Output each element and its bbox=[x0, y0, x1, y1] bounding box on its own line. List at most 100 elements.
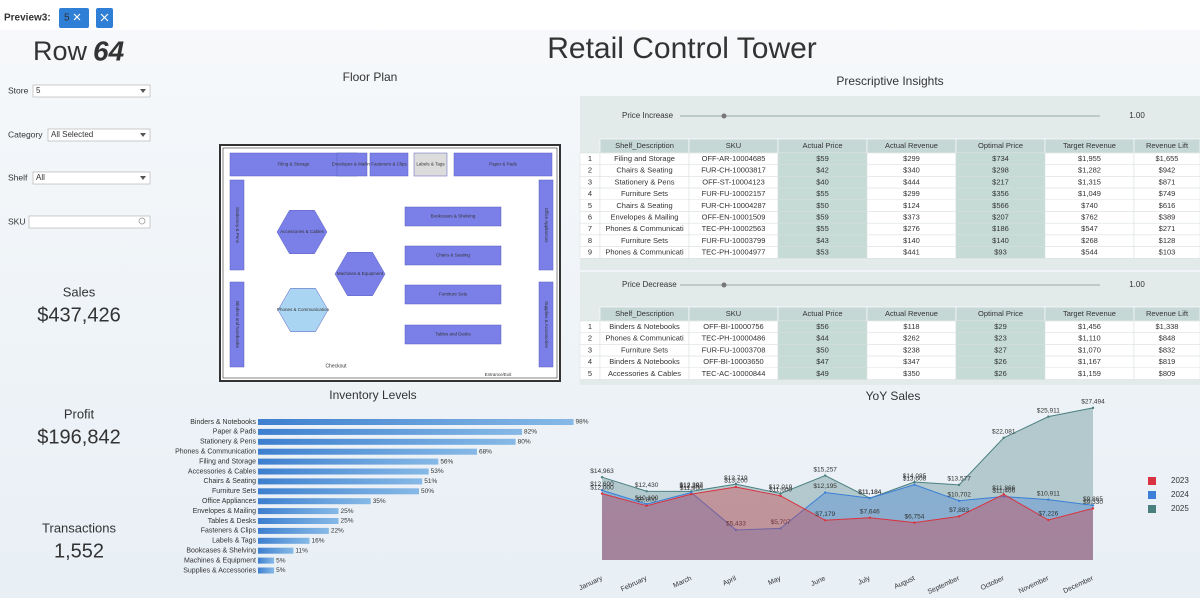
table-cell-text: $1,338 bbox=[1156, 322, 1179, 331]
table-cell-text: 1 bbox=[588, 322, 592, 331]
floor-zone-label: Binders and Notebooks bbox=[235, 301, 240, 349]
point bbox=[957, 515, 961, 518]
table-cell-text: $53 bbox=[816, 248, 829, 257]
filter-value: All Selected bbox=[51, 130, 93, 139]
data-label: 51% bbox=[424, 478, 437, 485]
preview-chip-value: 5 bbox=[64, 13, 70, 24]
floor-zone[interactable] bbox=[229, 281, 245, 368]
data-label: 25% bbox=[341, 508, 354, 515]
table-cell-text: $55 bbox=[816, 189, 829, 198]
point bbox=[734, 482, 738, 486]
table-cell-text: FUR-CH-10003817 bbox=[701, 166, 766, 175]
point bbox=[779, 494, 782, 498]
floor-zone[interactable] bbox=[413, 152, 448, 177]
x-tick-label: July bbox=[857, 575, 872, 587]
table-cell-text: $871 bbox=[1159, 177, 1176, 186]
floor-zone[interactable] bbox=[369, 152, 409, 177]
slider-knob[interactable] bbox=[721, 113, 727, 119]
data-label: $7,883 bbox=[949, 507, 969, 514]
bar bbox=[258, 488, 419, 495]
filter-input[interactable] bbox=[32, 171, 151, 185]
floor-zone[interactable] bbox=[404, 206, 502, 227]
table-cell-text: TEC-PH-10002563 bbox=[702, 224, 766, 233]
floor-zone-label: Labels & Tags bbox=[416, 162, 445, 167]
floor-zone[interactable] bbox=[276, 210, 328, 254]
data-label: $14,085 bbox=[903, 473, 927, 480]
table-cell-text: OFF-EN-10001509 bbox=[702, 212, 766, 221]
filter-input[interactable] bbox=[32, 84, 151, 98]
table-cell-text: Filing and Storage bbox=[614, 154, 675, 163]
dashboard-title: Retail Control Tower bbox=[547, 32, 817, 65]
table-cell-text: $1,456 bbox=[1078, 322, 1101, 331]
point bbox=[600, 476, 604, 479]
point bbox=[957, 499, 961, 502]
legend-label: 2023 bbox=[1171, 476, 1189, 485]
column-header-label: Actual Revenue bbox=[885, 141, 938, 150]
column-header-label: Actual Price bbox=[802, 309, 842, 318]
table-cell-text: $299 bbox=[903, 154, 920, 163]
table-cell-text: Phones & Communicati bbox=[605, 334, 684, 343]
floor-zone[interactable] bbox=[336, 152, 368, 177]
floor-zone[interactable] bbox=[538, 179, 554, 271]
point bbox=[1047, 498, 1050, 501]
column-header-label: SKU bbox=[726, 309, 741, 318]
line bbox=[601, 486, 1094, 524]
filter-input[interactable] bbox=[47, 128, 151, 142]
table-cell-text: FUR-FU-10002157 bbox=[702, 189, 766, 198]
data-label: 80% bbox=[518, 439, 531, 446]
column-header-label: Optimal Price bbox=[978, 309, 1023, 318]
table-cell-text: $299 bbox=[903, 189, 920, 198]
point bbox=[823, 519, 827, 522]
table-cell-text: $118 bbox=[903, 322, 919, 331]
table-cell-text: $832 bbox=[1159, 345, 1176, 354]
table-cell-text: $544 bbox=[1081, 248, 1098, 257]
table-cell-text: $809 bbox=[1159, 369, 1176, 378]
kpi-value: $196,842 bbox=[37, 426, 120, 448]
floor-zone[interactable] bbox=[404, 324, 502, 345]
bar bbox=[258, 468, 429, 475]
table-cell-text: Furniture Sets bbox=[621, 189, 668, 198]
table-cell-text: Stationery & Pens bbox=[614, 177, 674, 186]
data-label: $12,600 bbox=[590, 481, 614, 488]
table-cell-text: $749 bbox=[1159, 189, 1176, 198]
search-icon bbox=[138, 217, 146, 225]
floor-zone[interactable] bbox=[277, 288, 329, 332]
table-cell-text: $128 bbox=[1159, 236, 1176, 245]
floor-zone[interactable] bbox=[404, 284, 502, 305]
bar bbox=[258, 518, 339, 524]
data-label: 22% bbox=[331, 528, 344, 535]
y-tick-label: Bookcases & Shelving bbox=[186, 548, 256, 555]
table-cell-text: $1,110 bbox=[1078, 334, 1100, 343]
column-header-label: Shelf_Description bbox=[615, 141, 674, 150]
table-cell-text: $26 bbox=[994, 369, 1007, 378]
floor-zone[interactable] bbox=[334, 252, 386, 296]
dropdown-arrow bbox=[140, 133, 146, 137]
floor-zone[interactable] bbox=[538, 281, 554, 368]
bar bbox=[258, 419, 574, 425]
data-label: $7,179 bbox=[815, 511, 835, 518]
point bbox=[645, 504, 648, 507]
data-label: $7,646 bbox=[860, 508, 880, 515]
data-label: $15,257 bbox=[813, 466, 837, 473]
floor-zone[interactable] bbox=[229, 179, 245, 271]
floor-plan-frame bbox=[219, 144, 561, 382]
filter-input[interactable] bbox=[28, 215, 151, 229]
chip-close-icon bbox=[73, 13, 81, 21]
slider-knob[interactable] bbox=[721, 282, 727, 288]
preview-chip[interactable] bbox=[59, 8, 89, 28]
slider-value: 1.00 bbox=[1129, 111, 1145, 120]
point bbox=[957, 483, 961, 487]
data-label: 5% bbox=[276, 557, 286, 564]
data-label: $12,200 bbox=[680, 483, 704, 490]
floor-zone[interactable] bbox=[404, 245, 502, 266]
floor-zone[interactable] bbox=[453, 152, 553, 177]
table-cell-text: $40 bbox=[816, 177, 829, 186]
y-tick-label: Labels & Tags bbox=[212, 538, 256, 545]
floor-zone-label: Chairs & Seating bbox=[436, 253, 470, 258]
table-cell-text: $356 bbox=[992, 189, 1009, 198]
table-cell-text: $373 bbox=[903, 212, 920, 221]
area bbox=[602, 486, 1093, 560]
data-label: $7,226 bbox=[1038, 511, 1058, 518]
point bbox=[1047, 518, 1050, 522]
table-cell-text: $740 bbox=[1081, 201, 1098, 210]
